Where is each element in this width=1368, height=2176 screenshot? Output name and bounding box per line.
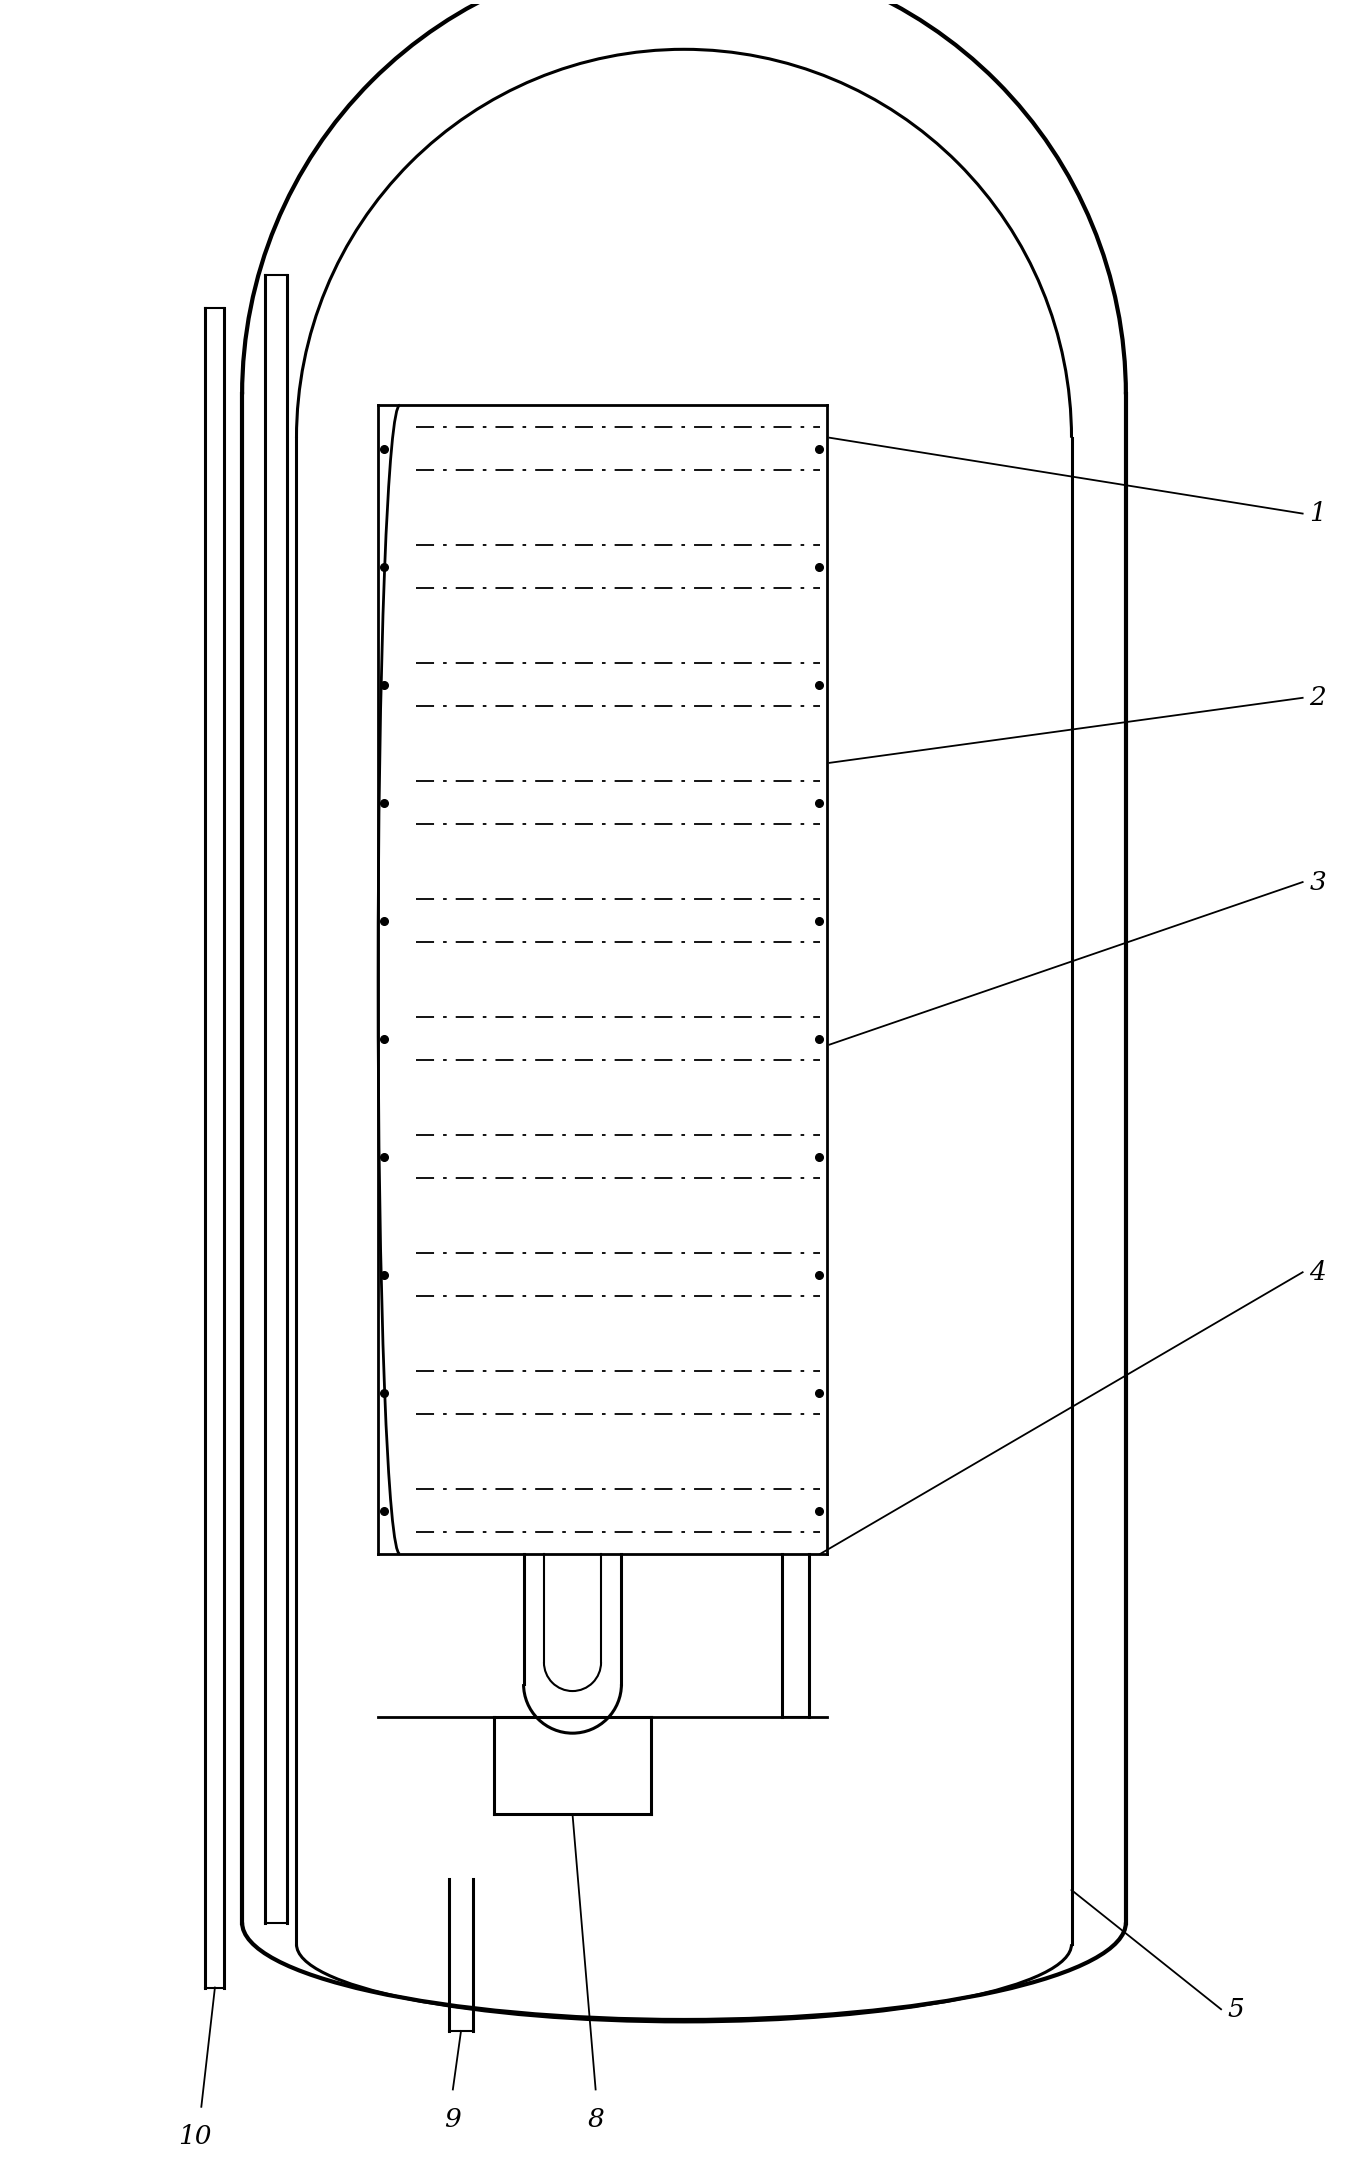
Text: 4: 4	[1309, 1260, 1326, 1284]
Text: 2: 2	[1309, 685, 1326, 709]
Text: 9: 9	[445, 2106, 461, 2132]
Text: 8: 8	[587, 2106, 605, 2132]
Text: 5: 5	[1228, 1998, 1245, 2022]
Text: 1: 1	[1309, 500, 1326, 527]
Text: 10: 10	[178, 2124, 211, 2150]
Text: 3: 3	[1309, 870, 1326, 894]
